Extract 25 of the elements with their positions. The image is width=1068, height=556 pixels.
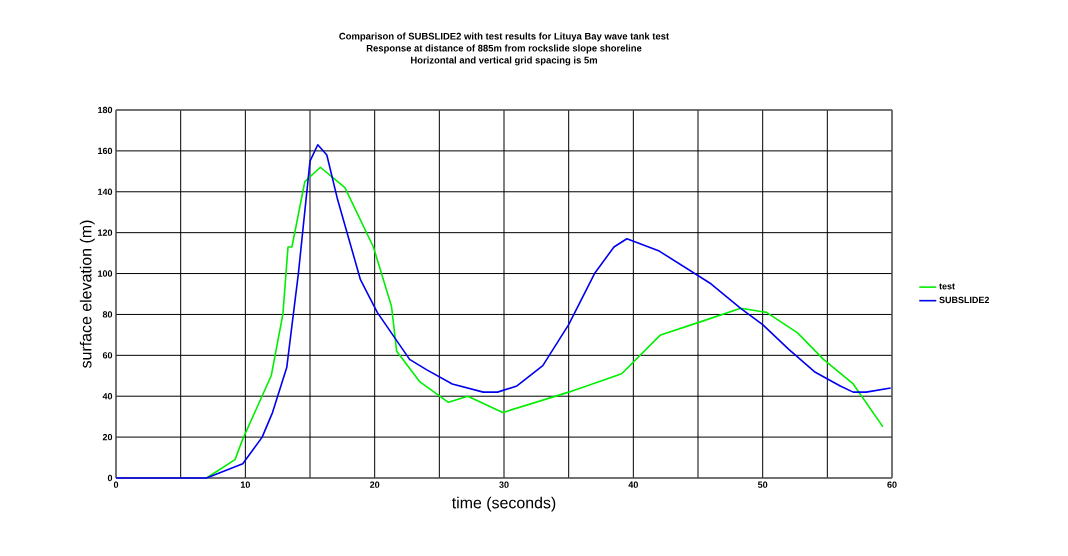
- y-tick-label: 60: [102, 352, 113, 359]
- y-tick-label: 140: [98, 188, 113, 195]
- y-tick-label: 160: [98, 147, 113, 155]
- x-tick-label: 40: [628, 481, 638, 488]
- y-tick-label: 40: [102, 393, 113, 400]
- chart-title: Comparison of SUBSLIDE2 with test results for Lituya Bay wave tank test: [339, 32, 670, 42]
- x-tick-label: 60: [887, 481, 897, 488]
- x-tick-label: 20: [370, 481, 380, 488]
- x-tick-label: 10: [240, 481, 250, 488]
- y-tick-label: 20: [102, 433, 113, 441]
- y-tick-label: 100: [98, 270, 113, 277]
- y-tick-label: 80: [102, 311, 113, 318]
- y-tick-label: 120: [98, 229, 113, 236]
- legend-label: test: [939, 283, 955, 290]
- chart-subtitle: Response at distance of 885m from rockslide slope shoreline: [366, 44, 642, 54]
- text: Horizontal and vertical grid spacing is 5m: [411, 56, 598, 66]
- x-tick-label: 0: [113, 481, 119, 488]
- y-tick-label: 180: [98, 106, 113, 114]
- legend-label: SUBSLIDE2: [939, 296, 990, 304]
- y-tick-label: 0: [107, 474, 113, 482]
- x-tick-label: 50: [757, 481, 768, 488]
- x-axis-title: time (seconds): [451, 496, 556, 512]
- line-series: [205, 166, 884, 479]
- y-axis-title: surface elevation (m): [79, 220, 95, 368]
- x-tick-label: 30: [499, 481, 509, 488]
